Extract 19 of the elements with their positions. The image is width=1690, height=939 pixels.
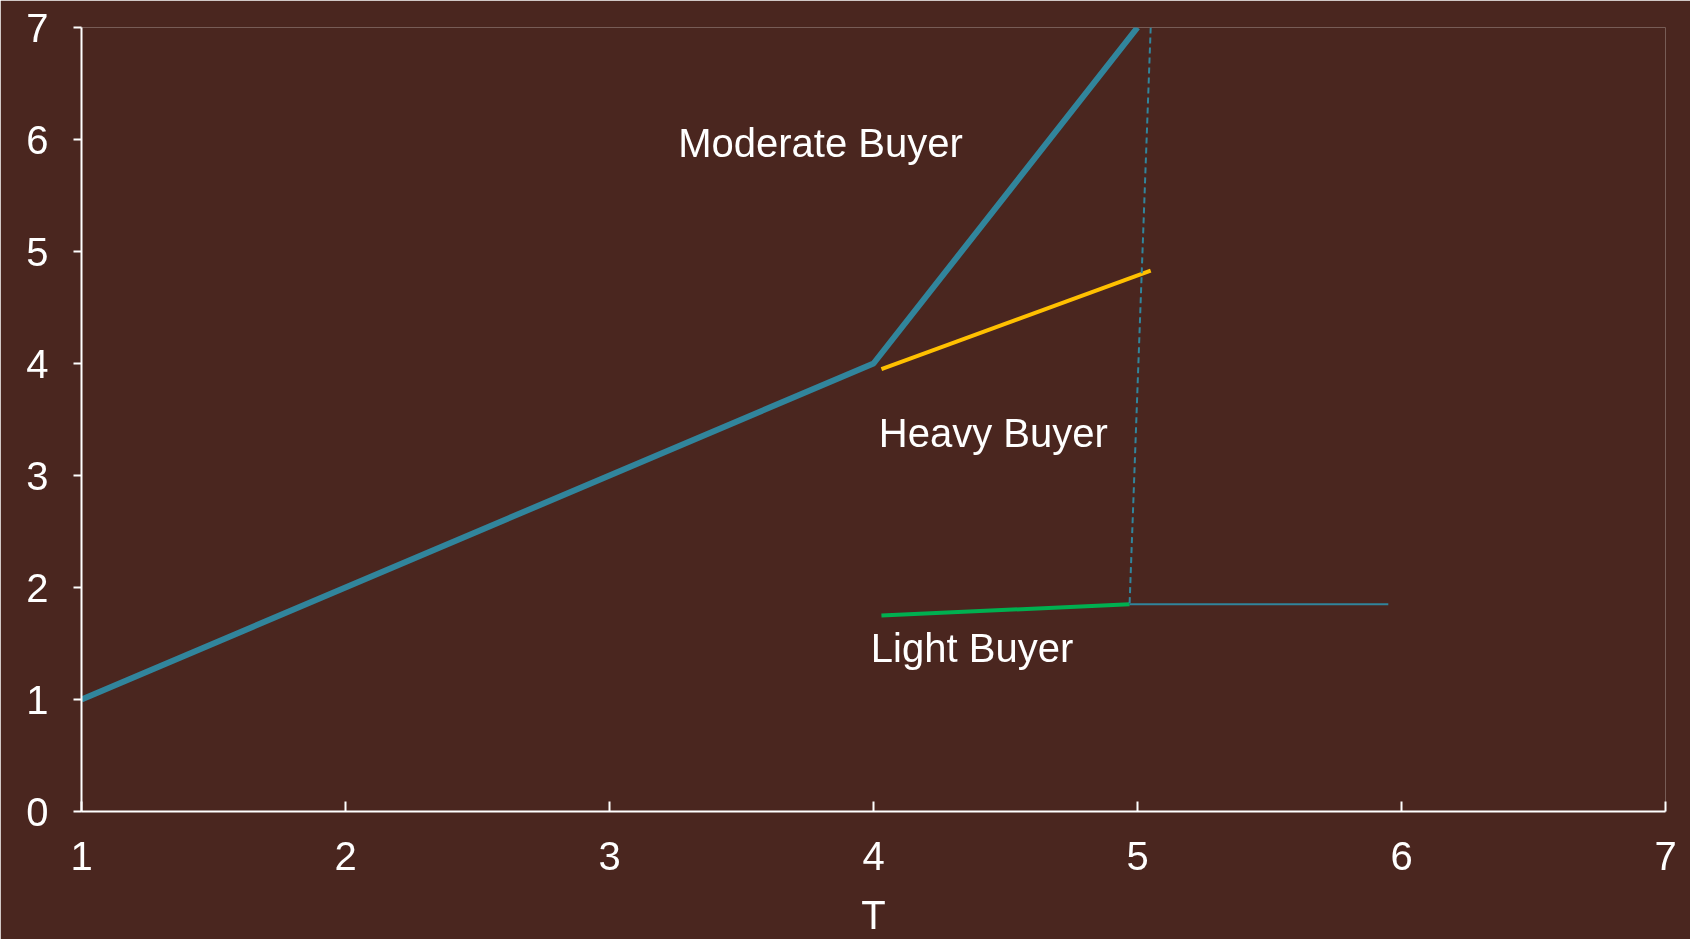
x-tick-label: 7 bbox=[1654, 833, 1677, 878]
series-label: Moderate Buyer bbox=[678, 120, 963, 165]
x-axis-title: T bbox=[861, 892, 886, 937]
x-tick-label: 5 bbox=[1126, 833, 1149, 878]
x-tick-label: 3 bbox=[598, 833, 621, 878]
x-tick-label: 6 bbox=[1390, 833, 1413, 878]
y-tick-label: 5 bbox=[26, 229, 49, 274]
y-tick-label: 0 bbox=[26, 789, 49, 834]
y-tick-label: 7 bbox=[26, 5, 49, 50]
series-label: Light Buyer bbox=[870, 625, 1074, 670]
x-tick-label: 1 bbox=[70, 833, 93, 878]
y-tick-label: 2 bbox=[26, 565, 49, 610]
y-tick-label: 6 bbox=[26, 117, 49, 162]
y-tick-label: 1 bbox=[26, 677, 49, 722]
y-tick-label: 3 bbox=[26, 453, 49, 498]
x-tick-label: 4 bbox=[862, 833, 885, 878]
y-tick-label: 4 bbox=[26, 341, 49, 386]
series-label: Heavy Buyer bbox=[878, 410, 1108, 455]
x-tick-label: 2 bbox=[334, 833, 357, 878]
